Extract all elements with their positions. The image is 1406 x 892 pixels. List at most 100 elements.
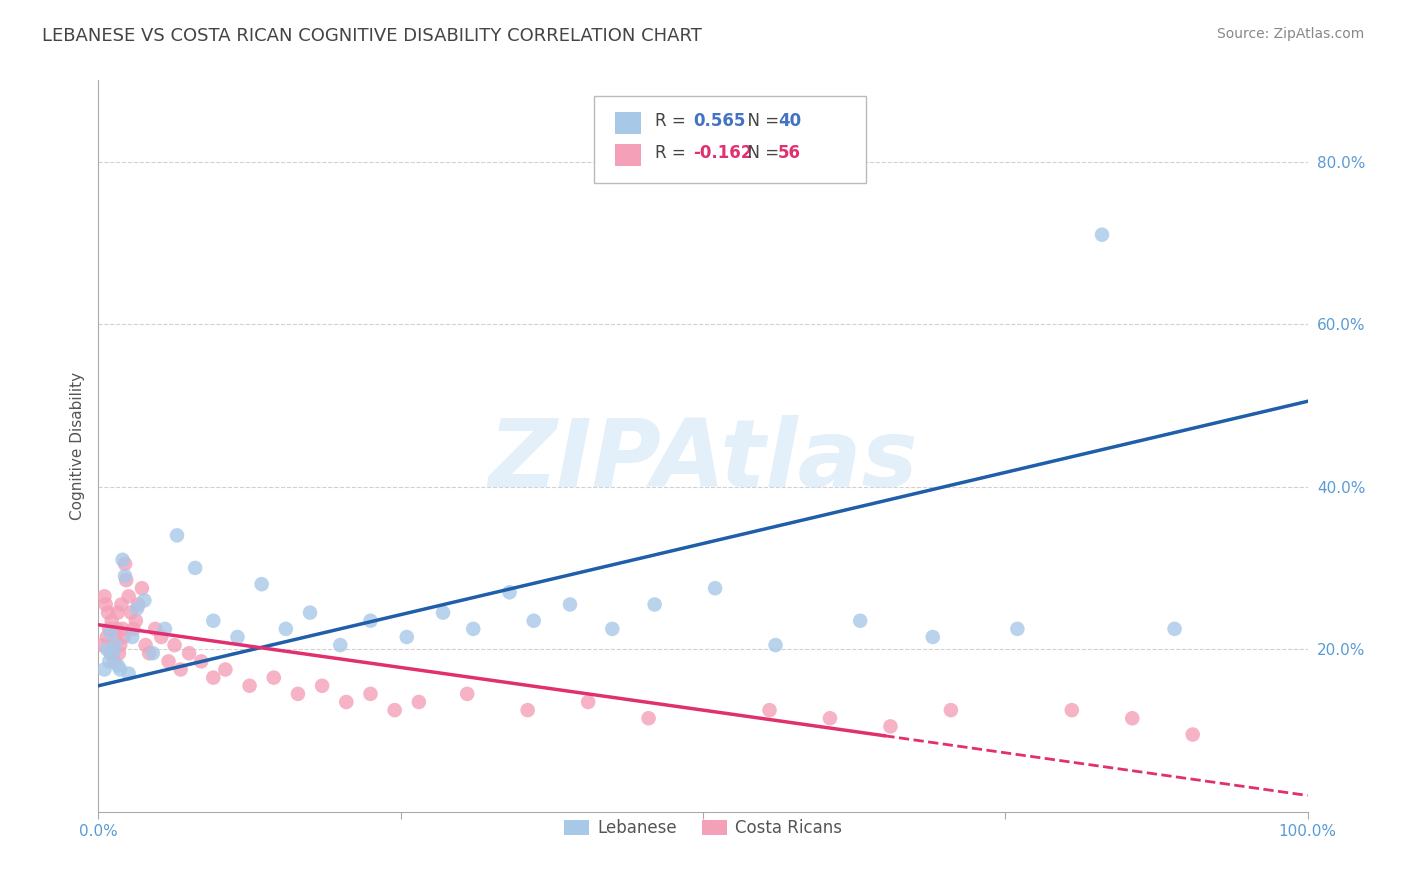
Point — [150, 630, 173, 644]
Point — [135, 638, 157, 652]
Point — [558, 598, 581, 612]
Point — [101, 646, 124, 660]
Point — [311, 679, 333, 693]
Point — [576, 695, 599, 709]
Point — [360, 614, 382, 628]
Text: R =: R = — [655, 112, 690, 129]
Point — [190, 654, 212, 668]
Text: -0.162: -0.162 — [693, 144, 752, 161]
Point — [112, 630, 135, 644]
Point — [523, 614, 546, 628]
Point — [202, 671, 225, 685]
Point — [91, 638, 114, 652]
Point — [107, 658, 129, 673]
Point — [1007, 622, 1029, 636]
Text: LEBANESE VS COSTA RICAN COGNITIVE DISABILITY CORRELATION CHART: LEBANESE VS COSTA RICAN COGNITIVE DISABI… — [42, 27, 702, 45]
Point — [157, 654, 180, 668]
Point — [1163, 622, 1185, 636]
Point — [166, 528, 188, 542]
Text: 40: 40 — [778, 112, 801, 129]
Point — [98, 622, 121, 636]
Point — [263, 671, 285, 685]
FancyBboxPatch shape — [614, 112, 641, 134]
Point — [765, 638, 787, 652]
Point — [179, 646, 201, 660]
Point — [97, 606, 120, 620]
Point — [118, 666, 141, 681]
Point — [1181, 727, 1204, 741]
Point — [107, 606, 129, 620]
Point — [127, 598, 149, 612]
Point — [104, 630, 127, 644]
Point — [103, 654, 125, 668]
Point — [939, 703, 962, 717]
Point — [408, 695, 430, 709]
Point — [115, 573, 138, 587]
Point — [1091, 227, 1114, 242]
Point — [335, 695, 357, 709]
Point — [879, 719, 901, 733]
Point — [169, 663, 191, 677]
Text: ZIPAtlas: ZIPAtlas — [488, 415, 918, 507]
Point — [142, 646, 165, 660]
Point — [98, 654, 121, 668]
Point — [384, 703, 406, 717]
Point — [118, 590, 141, 604]
Point — [184, 561, 207, 575]
Point — [395, 630, 418, 644]
Point — [287, 687, 309, 701]
Point — [125, 614, 148, 628]
Point — [637, 711, 659, 725]
Point — [516, 703, 538, 717]
Point — [849, 614, 872, 628]
Point — [120, 606, 142, 620]
Point — [704, 581, 727, 595]
Point — [100, 626, 122, 640]
Point — [299, 606, 322, 620]
Point — [114, 557, 136, 571]
Point — [163, 638, 186, 652]
Point — [94, 598, 117, 612]
Point — [463, 622, 485, 636]
Point — [105, 622, 128, 636]
Point — [100, 646, 122, 660]
Point — [101, 638, 124, 652]
Point — [274, 622, 297, 636]
FancyBboxPatch shape — [614, 144, 641, 166]
Text: 56: 56 — [778, 144, 801, 161]
Point — [96, 642, 118, 657]
Point — [818, 711, 841, 725]
Point — [921, 630, 943, 644]
Point — [114, 569, 136, 583]
Y-axis label: Cognitive Disability: Cognitive Disability — [69, 372, 84, 520]
Point — [329, 638, 352, 652]
Point — [122, 622, 145, 636]
Text: N =: N = — [737, 144, 785, 161]
Point — [110, 598, 132, 612]
Point — [602, 622, 624, 636]
Legend: Lebanese, Costa Ricans: Lebanese, Costa Ricans — [557, 813, 849, 844]
Point — [214, 663, 236, 677]
Point — [108, 663, 131, 677]
Point — [134, 593, 156, 607]
Text: R =: R = — [655, 144, 690, 161]
Point — [93, 590, 115, 604]
Point — [239, 679, 262, 693]
Point — [121, 630, 143, 644]
Point — [143, 622, 166, 636]
Point — [108, 646, 131, 660]
Point — [226, 630, 249, 644]
Point — [111, 622, 134, 636]
Point — [153, 622, 176, 636]
Point — [104, 638, 127, 652]
Point — [111, 553, 134, 567]
Text: Source: ZipAtlas.com: Source: ZipAtlas.com — [1216, 27, 1364, 41]
Point — [644, 598, 666, 612]
Point — [202, 614, 225, 628]
Point — [1060, 703, 1083, 717]
Point — [498, 585, 520, 599]
Point — [96, 630, 118, 644]
Text: N =: N = — [737, 112, 785, 129]
Point — [100, 614, 122, 628]
Point — [108, 638, 131, 652]
